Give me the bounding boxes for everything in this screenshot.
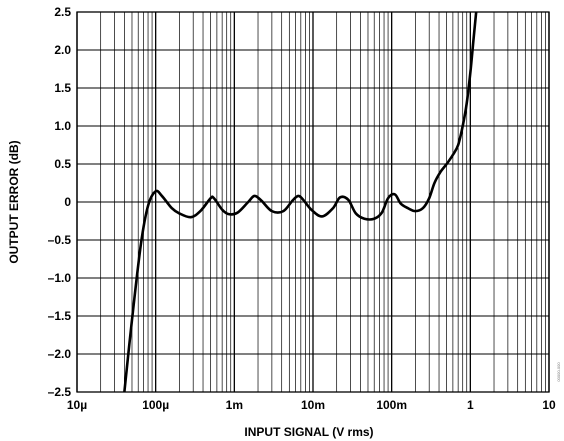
y-tick-label: 1.0: [54, 119, 71, 133]
x-tick-label: 10m: [301, 398, 325, 412]
y-tick-label: 2.0: [54, 43, 71, 57]
y-axis-title: OUTPUT ERROR (dB): [7, 140, 21, 263]
y-tick-label: –2.5: [48, 385, 72, 399]
y-tick-label: 0: [64, 195, 71, 209]
x-tick-label: 100m: [376, 398, 407, 412]
x-tick-label: 1m: [226, 398, 243, 412]
y-tick-label: 0.5: [54, 157, 71, 171]
x-tick-label: 10: [542, 398, 556, 412]
y-tick-label: 2.5: [54, 5, 71, 19]
y-tick-label: –0.5: [48, 233, 72, 247]
y-tick-label: –2.0: [48, 347, 72, 361]
x-tick-label: 1: [467, 398, 474, 412]
y-tick-label: –1.0: [48, 271, 72, 285]
y-tick-label: 1.5: [54, 81, 71, 95]
x-tick-label: 10µ: [67, 398, 87, 412]
major-gridlines: [76, 11, 550, 393]
x-axis-tick-labels: 10µ 100µ 1m 10m 100m 1 10: [67, 398, 556, 412]
y-tick-label: –1.5: [48, 309, 72, 323]
series-line: [123, 12, 478, 392]
y-axis-tick-labels: 2.5 2.0 1.5 1.0 0.5 0 –0.5 –1.0 –1.5 –2.0 –2.5: [48, 5, 72, 399]
plot-frame: [76, 11, 550, 393]
x-axis-title: INPUT SIGNAL (V rms): [244, 425, 373, 439]
figure-id-note: 00000-000: [556, 362, 561, 382]
x-tick-label: 100µ: [142, 398, 169, 412]
